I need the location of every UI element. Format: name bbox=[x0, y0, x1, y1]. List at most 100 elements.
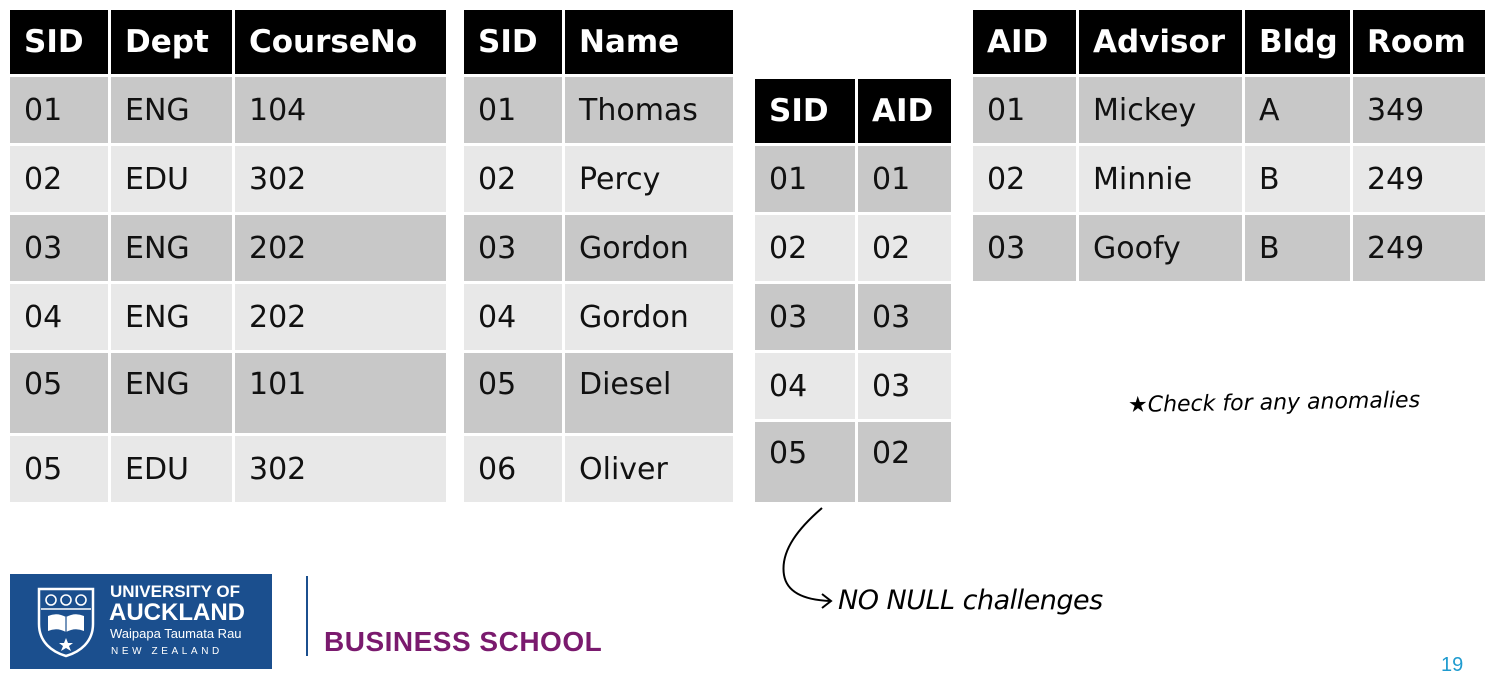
table-row: 02 Percy bbox=[464, 146, 733, 215]
cell-aid: 01 bbox=[858, 146, 951, 215]
cell-name: Thomas bbox=[565, 77, 733, 146]
cell-sid: 03 bbox=[10, 215, 111, 284]
table-row: 03 Gordon bbox=[464, 215, 733, 284]
column-header-aid: AID bbox=[973, 10, 1079, 77]
cell-sid: 06 bbox=[464, 436, 565, 505]
table-row: 05 02 bbox=[755, 422, 951, 505]
cell-advisor: Goofy bbox=[1079, 215, 1245, 284]
cell-sid: 04 bbox=[464, 284, 565, 353]
table-row: 05 Diesel bbox=[464, 353, 733, 436]
column-header-aid: AID bbox=[858, 79, 951, 146]
cell-sid: 05 bbox=[755, 422, 858, 505]
table-row: 01 01 bbox=[755, 146, 951, 215]
cell-sid: 04 bbox=[10, 284, 111, 353]
logo-text-new-zealand: NEW ZEALAND bbox=[111, 646, 223, 657]
cell-aid: 03 bbox=[858, 284, 951, 353]
advisor-table: AID Advisor Bldg Room 01 Mickey A 349 02… bbox=[973, 10, 1485, 284]
cell-aid: 03 bbox=[858, 353, 951, 422]
logo-divider bbox=[306, 576, 308, 656]
table-row: 06 Oliver bbox=[464, 436, 733, 505]
logo-text-university-of: UNIVERSITY OF bbox=[110, 582, 241, 601]
cell-sid: 02 bbox=[755, 215, 858, 284]
cell-dept: EDU bbox=[111, 436, 235, 505]
no-null-note: NO NULL challenges bbox=[838, 585, 1103, 616]
column-header-advisor: Advisor bbox=[1079, 10, 1245, 77]
cell-sid: 05 bbox=[10, 436, 111, 505]
table-row: 01 ENG 104 bbox=[10, 77, 446, 146]
table-row: 02 Minnie B 249 bbox=[973, 146, 1485, 215]
table-header-row: SID Name bbox=[464, 10, 733, 77]
column-header-sid: SID bbox=[10, 10, 111, 77]
cell-dept: ENG bbox=[111, 77, 235, 146]
cell-courseno: 302 bbox=[235, 436, 446, 505]
table-row: 02 02 bbox=[755, 215, 951, 284]
student-table: SID Name 01 Thomas 02 Percy 03 Gordon 04… bbox=[464, 10, 733, 505]
cell-sid: 02 bbox=[464, 146, 565, 215]
table-row: 05 EDU 302 bbox=[10, 436, 446, 505]
crest-icon bbox=[37, 587, 95, 658]
table-header-row: SID Dept CourseNo bbox=[10, 10, 446, 77]
logo-text-auckland: AUCKLAND bbox=[109, 599, 245, 626]
student-advisor-table: SID AID 01 01 02 02 03 03 04 03 05 02 bbox=[755, 79, 951, 505]
cell-sid: 01 bbox=[464, 77, 565, 146]
column-header-dept: Dept bbox=[111, 10, 235, 77]
column-header-sid: SID bbox=[464, 10, 565, 77]
cell-bldg: A bbox=[1245, 77, 1353, 146]
cell-courseno: 302 bbox=[235, 146, 446, 215]
column-header-courseno: CourseNo bbox=[235, 10, 446, 77]
column-header-sid: SID bbox=[755, 79, 858, 146]
cell-dept: ENG bbox=[111, 353, 235, 436]
cell-aid: 01 bbox=[973, 77, 1079, 146]
table-row: 03 03 bbox=[755, 284, 951, 353]
table-header-row: SID AID bbox=[755, 79, 951, 146]
cell-aid: 03 bbox=[973, 215, 1079, 284]
cell-sid: 04 bbox=[755, 353, 858, 422]
table-row: 05 ENG 101 bbox=[10, 353, 446, 436]
cell-bldg: B bbox=[1245, 215, 1353, 284]
cell-courseno: 101 bbox=[235, 353, 446, 436]
cell-courseno: 104 bbox=[235, 77, 446, 146]
cell-name: Oliver bbox=[565, 436, 733, 505]
cell-name: Percy bbox=[565, 146, 733, 215]
cell-advisor: Mickey bbox=[1079, 77, 1245, 146]
page-number: 19 bbox=[1441, 654, 1464, 676]
cell-courseno: 202 bbox=[235, 215, 446, 284]
cell-sid: 02 bbox=[10, 146, 111, 215]
table-row: 04 ENG 202 bbox=[10, 284, 446, 353]
cell-courseno: 202 bbox=[235, 284, 446, 353]
cell-aid: 02 bbox=[858, 215, 951, 284]
cell-bldg: B bbox=[1245, 146, 1353, 215]
university-logo: UNIVERSITY OF AUCKLAND Waipapa Taumata R… bbox=[10, 574, 272, 669]
cell-dept: EDU bbox=[111, 146, 235, 215]
cell-aid: 02 bbox=[858, 422, 951, 505]
curved-arrow-icon bbox=[782, 507, 833, 609]
cell-room: 249 bbox=[1353, 146, 1485, 215]
cell-room: 249 bbox=[1353, 215, 1485, 284]
table-row: 01 Mickey A 349 bbox=[973, 77, 1485, 146]
table-row: 03 Goofy B 249 bbox=[973, 215, 1485, 284]
column-header-name: Name bbox=[565, 10, 733, 77]
table-header-row: AID Advisor Bldg Room bbox=[973, 10, 1485, 77]
table-row: 01 Thomas bbox=[464, 77, 733, 146]
logo-text-maori-name: Waipapa Taumata Rau bbox=[110, 626, 242, 641]
table-row: 03 ENG 202 bbox=[10, 215, 446, 284]
check-anomalies-note: ★Check for any anomalies bbox=[1127, 387, 1421, 418]
cell-dept: ENG bbox=[111, 284, 235, 353]
cell-advisor: Minnie bbox=[1079, 146, 1245, 215]
cell-name: Gordon bbox=[565, 284, 733, 353]
cell-sid: 05 bbox=[464, 353, 565, 436]
cell-room: 349 bbox=[1353, 77, 1485, 146]
table-row: 02 EDU 302 bbox=[10, 146, 446, 215]
column-header-room: Room bbox=[1353, 10, 1485, 77]
enrollment-table: SID Dept CourseNo 01 ENG 104 02 EDU 302 … bbox=[10, 10, 446, 505]
cell-dept: ENG bbox=[111, 215, 235, 284]
table-row: 04 03 bbox=[755, 353, 951, 422]
business-school-title: BUSINESS SCHOOL bbox=[324, 626, 603, 657]
cell-sid: 03 bbox=[464, 215, 565, 284]
cell-aid: 02 bbox=[973, 146, 1079, 215]
column-header-bldg: Bldg bbox=[1245, 10, 1353, 77]
cell-name: Gordon bbox=[565, 215, 733, 284]
cell-sid: 01 bbox=[10, 77, 111, 146]
cell-name: Diesel bbox=[565, 353, 733, 436]
table-row: 04 Gordon bbox=[464, 284, 733, 353]
